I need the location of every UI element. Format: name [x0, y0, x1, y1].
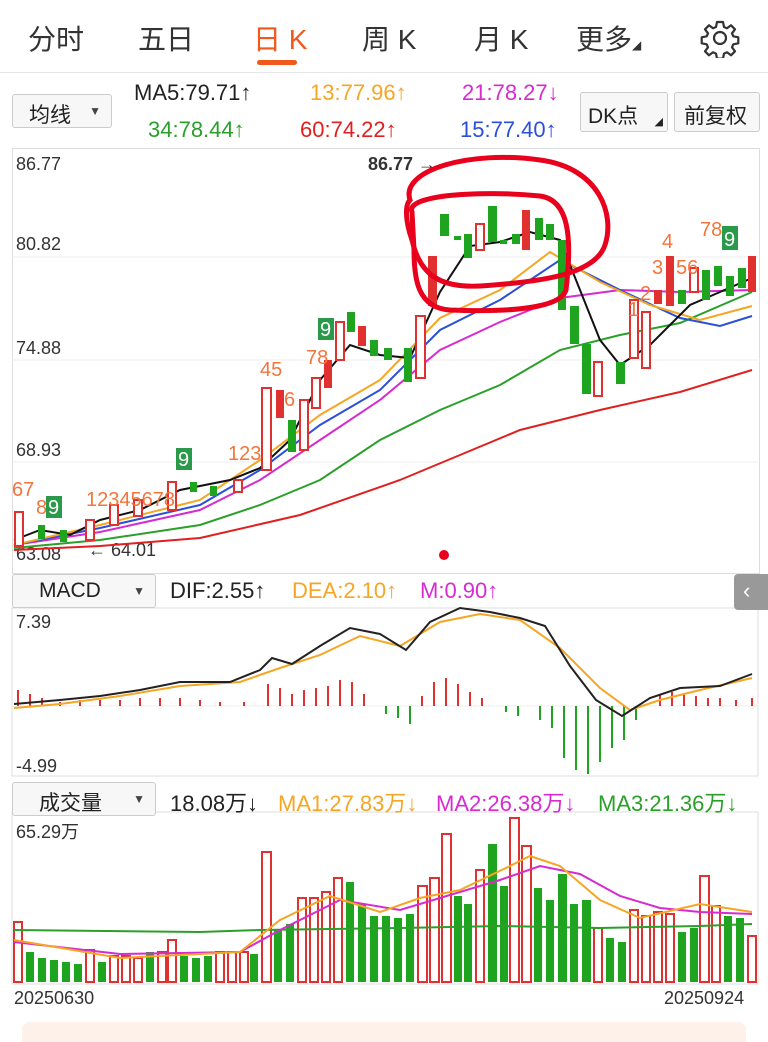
- svg-text:9: 9: [48, 497, 59, 519]
- corner-triangle-icon: ◢: [632, 38, 642, 52]
- dif-value: DIF:2.55↑: [170, 578, 266, 603]
- volume-top-label: 65.29万: [16, 822, 80, 842]
- dea-value: DEA:2.10↑: [292, 578, 398, 603]
- adjust-button-label: 前复权: [684, 105, 747, 128]
- svg-text:56: 56: [676, 257, 698, 279]
- tab-more[interactable]: 更多◢: [576, 18, 641, 58]
- ma60-line: [13, 369, 753, 551]
- tab-more-label: 更多: [576, 24, 633, 55]
- svg-text:4: 4: [662, 231, 673, 253]
- bottom-banner: [22, 1022, 746, 1042]
- kline-panel: [12, 148, 760, 574]
- vol-ma1-value: MA1:27.83万↓: [278, 791, 418, 816]
- period-tabs: 分时 五日 日 K 周 K 月 K 更多◢: [0, 0, 768, 73]
- ma-selector[interactable]: 均线 ▼: [12, 94, 112, 128]
- volume-frame: [11, 811, 759, 985]
- high-price-label: 86.77: [368, 154, 414, 174]
- date-start-label: 20250630: [14, 988, 95, 1008]
- macd-selector[interactable]: MACD ▼: [12, 574, 156, 608]
- dropdown-arrow-icon: ▼: [133, 792, 145, 806]
- price-tick-3: 74.88: [16, 338, 62, 358]
- macd-histogram: [17, 678, 753, 774]
- macd-top-label: 7.39: [16, 612, 52, 632]
- tab-daily-k[interactable]: 日 K: [253, 24, 308, 55]
- dea-line: [13, 612, 753, 712]
- chevron-left-icon: ‹: [743, 578, 751, 603]
- m-value: M:0.90↑: [420, 578, 499, 603]
- svg-text:12345678: 12345678: [86, 489, 175, 511]
- vol-ma3-line: [13, 923, 753, 934]
- volume-selector-label: 成交量: [39, 792, 102, 815]
- vol-ma2-line: [13, 864, 753, 956]
- adjust-button[interactable]: 前复权: [674, 92, 760, 132]
- macd-frame: [11, 607, 759, 777]
- ma34-value: 34:78.44↑: [148, 117, 245, 142]
- ma15-value: 15:77.40↑: [460, 117, 557, 142]
- tab-intraday[interactable]: 分时: [28, 24, 85, 55]
- ma21-value: 21:78.27↓: [462, 80, 559, 105]
- price-tick-1: 86.77: [16, 154, 62, 174]
- svg-text:78: 78: [306, 347, 328, 369]
- svg-text:8: 8: [36, 497, 47, 519]
- svg-text:9: 9: [320, 319, 331, 341]
- date-end-label: 20250924: [664, 988, 745, 1008]
- price-tick-4: 68.93: [16, 440, 62, 460]
- dk-button-label: DK点: [588, 105, 639, 128]
- vol-ma2-value: MA2:26.38万↓: [436, 791, 576, 816]
- svg-text:3: 3: [652, 257, 663, 279]
- ma13-value: 13:77.96↑: [310, 80, 407, 105]
- ma13-line: [13, 250, 753, 546]
- volume-value: 18.08万↓: [170, 791, 259, 816]
- tab-five-day[interactable]: 五日: [138, 24, 195, 55]
- ma15-line: [13, 258, 753, 546]
- svg-text:67: 67: [12, 479, 34, 501]
- annotation-box-icon: [409, 191, 572, 314]
- dk-signal-markers: 67 8 9 12345678 9 123 45 6 78 9 1 2 3 4 …: [12, 219, 738, 519]
- vol-ma1-line: [13, 854, 753, 960]
- svg-text:9: 9: [724, 229, 735, 251]
- svg-text:2: 2: [640, 283, 651, 305]
- dk-button[interactable]: DK点 ◢: [580, 92, 668, 132]
- corner-triangle-icon: ◢: [654, 116, 663, 128]
- active-tab-indicator: [257, 60, 297, 65]
- price-tick-2: 80.82: [16, 234, 62, 254]
- volume-selector[interactable]: 成交量 ▼: [12, 782, 156, 816]
- macd-bottom-label: -4.99: [16, 756, 58, 776]
- dropdown-arrow-icon: ▼: [133, 584, 145, 598]
- dropdown-arrow-icon: ▼: [89, 104, 101, 118]
- ma-selector-label: 均线: [29, 104, 71, 127]
- svg-text:6: 6: [284, 389, 295, 411]
- vol-ma3-value: MA3:21.36万↓: [598, 791, 738, 816]
- svg-text:1: 1: [628, 299, 639, 321]
- svg-text:45: 45: [260, 359, 282, 381]
- candlesticks: [14, 206, 756, 547]
- svg-text:9: 9: [178, 449, 189, 471]
- ma5-value: MA5:79.71↑: [134, 80, 252, 105]
- gear-icon[interactable]: [700, 18, 740, 58]
- ma60-value: 60:74.22↑: [300, 117, 397, 142]
- svg-text:123: 123: [228, 443, 261, 465]
- tab-weekly-k[interactable]: 周 K: [362, 24, 417, 55]
- current-day-dot: [439, 550, 449, 560]
- tab-monthly-k[interactable]: 月 K: [474, 24, 529, 55]
- collapse-button[interactable]: ‹: [734, 574, 768, 610]
- dif-line: [13, 606, 753, 718]
- macd-selector-label: MACD: [39, 579, 101, 602]
- svg-text:78: 78: [700, 219, 722, 241]
